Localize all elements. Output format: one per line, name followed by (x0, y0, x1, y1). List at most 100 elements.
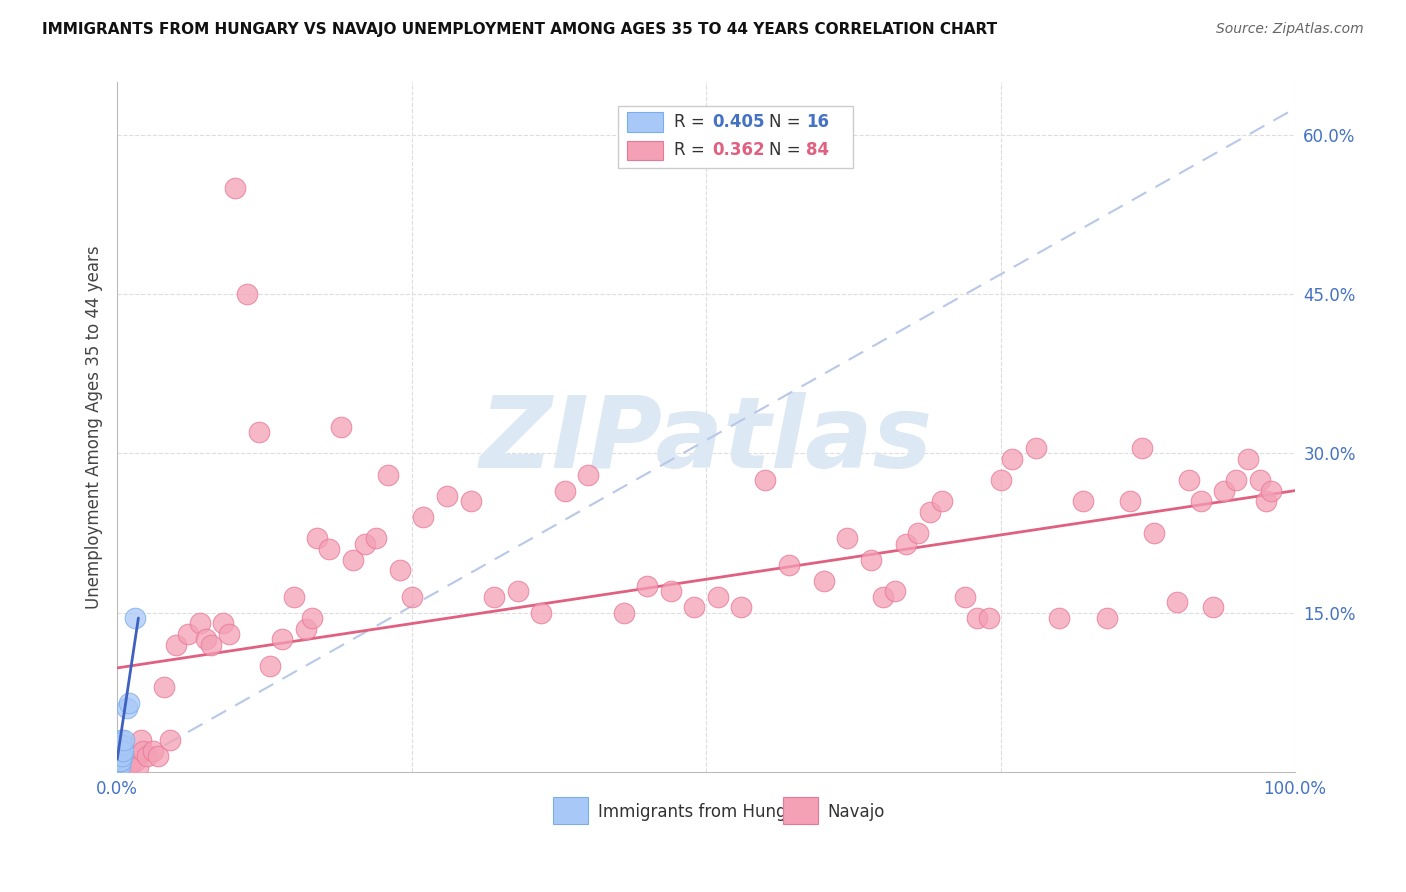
Text: R =: R = (675, 141, 710, 159)
Bar (627, 112, 662, 132)
Text: Source: ZipAtlas.com: Source: ZipAtlas.com (1216, 22, 1364, 37)
Point (111, 739, 134, 753)
Point (330, 420, 353, 434)
Point (966, 611, 988, 625)
Point (110, 744, 132, 758)
Point (200, 638, 222, 652)
Bar (783, 797, 818, 823)
Point (127, 759, 149, 773)
Point (377, 467, 399, 482)
Point (482, 590, 505, 604)
Point (108, 744, 131, 758)
Y-axis label: Unemployment Among Ages 35 to 44 years: Unemployment Among Ages 35 to 44 years (86, 245, 103, 608)
Point (1001, 451, 1024, 466)
Point (107, 749, 129, 764)
Point (859, 552, 882, 566)
Point (224, 181, 246, 195)
Point (955, 590, 977, 604)
Point (129, 733, 152, 747)
Text: ZIPatlas: ZIPatlas (479, 392, 932, 489)
Point (235, 287, 257, 301)
Point (1049, 611, 1071, 625)
Point (977, 611, 1000, 625)
Point (112, 759, 135, 773)
Point (837, 532, 859, 546)
Point (530, 606, 553, 620)
Point (1201, 600, 1223, 615)
Point (754, 473, 776, 487)
Text: R =: R = (675, 113, 710, 131)
Point (112, 733, 135, 747)
Point (778, 558, 800, 572)
Bar (553, 797, 588, 823)
Point (188, 616, 211, 631)
Point (907, 526, 929, 541)
Point (1249, 473, 1271, 487)
Point (707, 590, 730, 604)
Point (1130, 441, 1153, 455)
Point (1178, 473, 1201, 487)
Point (636, 579, 658, 593)
Text: Navajo: Navajo (827, 803, 884, 821)
Point (218, 627, 240, 641)
Text: 16: 16 (806, 113, 830, 131)
Point (388, 563, 411, 577)
Point (177, 627, 200, 641)
Point (1166, 595, 1188, 609)
Point (1260, 483, 1282, 498)
Point (112, 744, 135, 758)
Point (401, 590, 423, 604)
Point (412, 510, 434, 524)
Point (342, 552, 364, 566)
Point (110, 733, 132, 747)
Point (118, 696, 141, 710)
Point (159, 733, 181, 747)
Point (1143, 526, 1166, 541)
Point (1213, 483, 1236, 498)
Point (1071, 494, 1094, 508)
Point (110, 755, 132, 769)
Point (1095, 611, 1118, 625)
Point (506, 584, 529, 599)
Point (148, 749, 170, 764)
FancyBboxPatch shape (617, 106, 853, 169)
Point (294, 622, 316, 636)
Point (283, 590, 305, 604)
Point (576, 467, 599, 482)
Point (271, 632, 294, 647)
Point (259, 658, 281, 673)
Point (124, 755, 146, 769)
Point (872, 590, 894, 604)
Point (813, 574, 835, 588)
Point (153, 680, 176, 694)
Point (436, 489, 458, 503)
Point (247, 425, 270, 440)
Text: Immigrants from Hungary: Immigrants from Hungary (598, 803, 813, 821)
Bar (627, 141, 662, 160)
Point (107, 759, 129, 773)
Text: 84: 84 (806, 141, 830, 159)
Point (1189, 494, 1212, 508)
Point (120, 756, 142, 771)
Point (318, 541, 340, 556)
Text: N =: N = (769, 141, 806, 159)
Point (135, 749, 157, 764)
Point (212, 616, 235, 631)
Point (132, 744, 155, 758)
Point (165, 638, 187, 652)
Point (124, 611, 146, 625)
Point (683, 600, 706, 615)
Point (108, 755, 131, 769)
Point (1237, 451, 1260, 466)
Point (460, 494, 482, 508)
Point (659, 584, 682, 599)
Text: 0.405: 0.405 (711, 113, 765, 131)
Point (1119, 494, 1142, 508)
Text: N =: N = (769, 113, 806, 131)
Text: IMMIGRANTS FROM HUNGARY VS NAVAJO UNEMPLOYMENT AMONG AGES 35 TO 44 YEARS CORRELA: IMMIGRANTS FROM HUNGARY VS NAVAJO UNEMPL… (42, 22, 997, 37)
Point (108, 759, 131, 773)
Point (931, 494, 953, 508)
Point (1025, 441, 1047, 455)
Point (1254, 494, 1277, 508)
Point (115, 701, 138, 715)
